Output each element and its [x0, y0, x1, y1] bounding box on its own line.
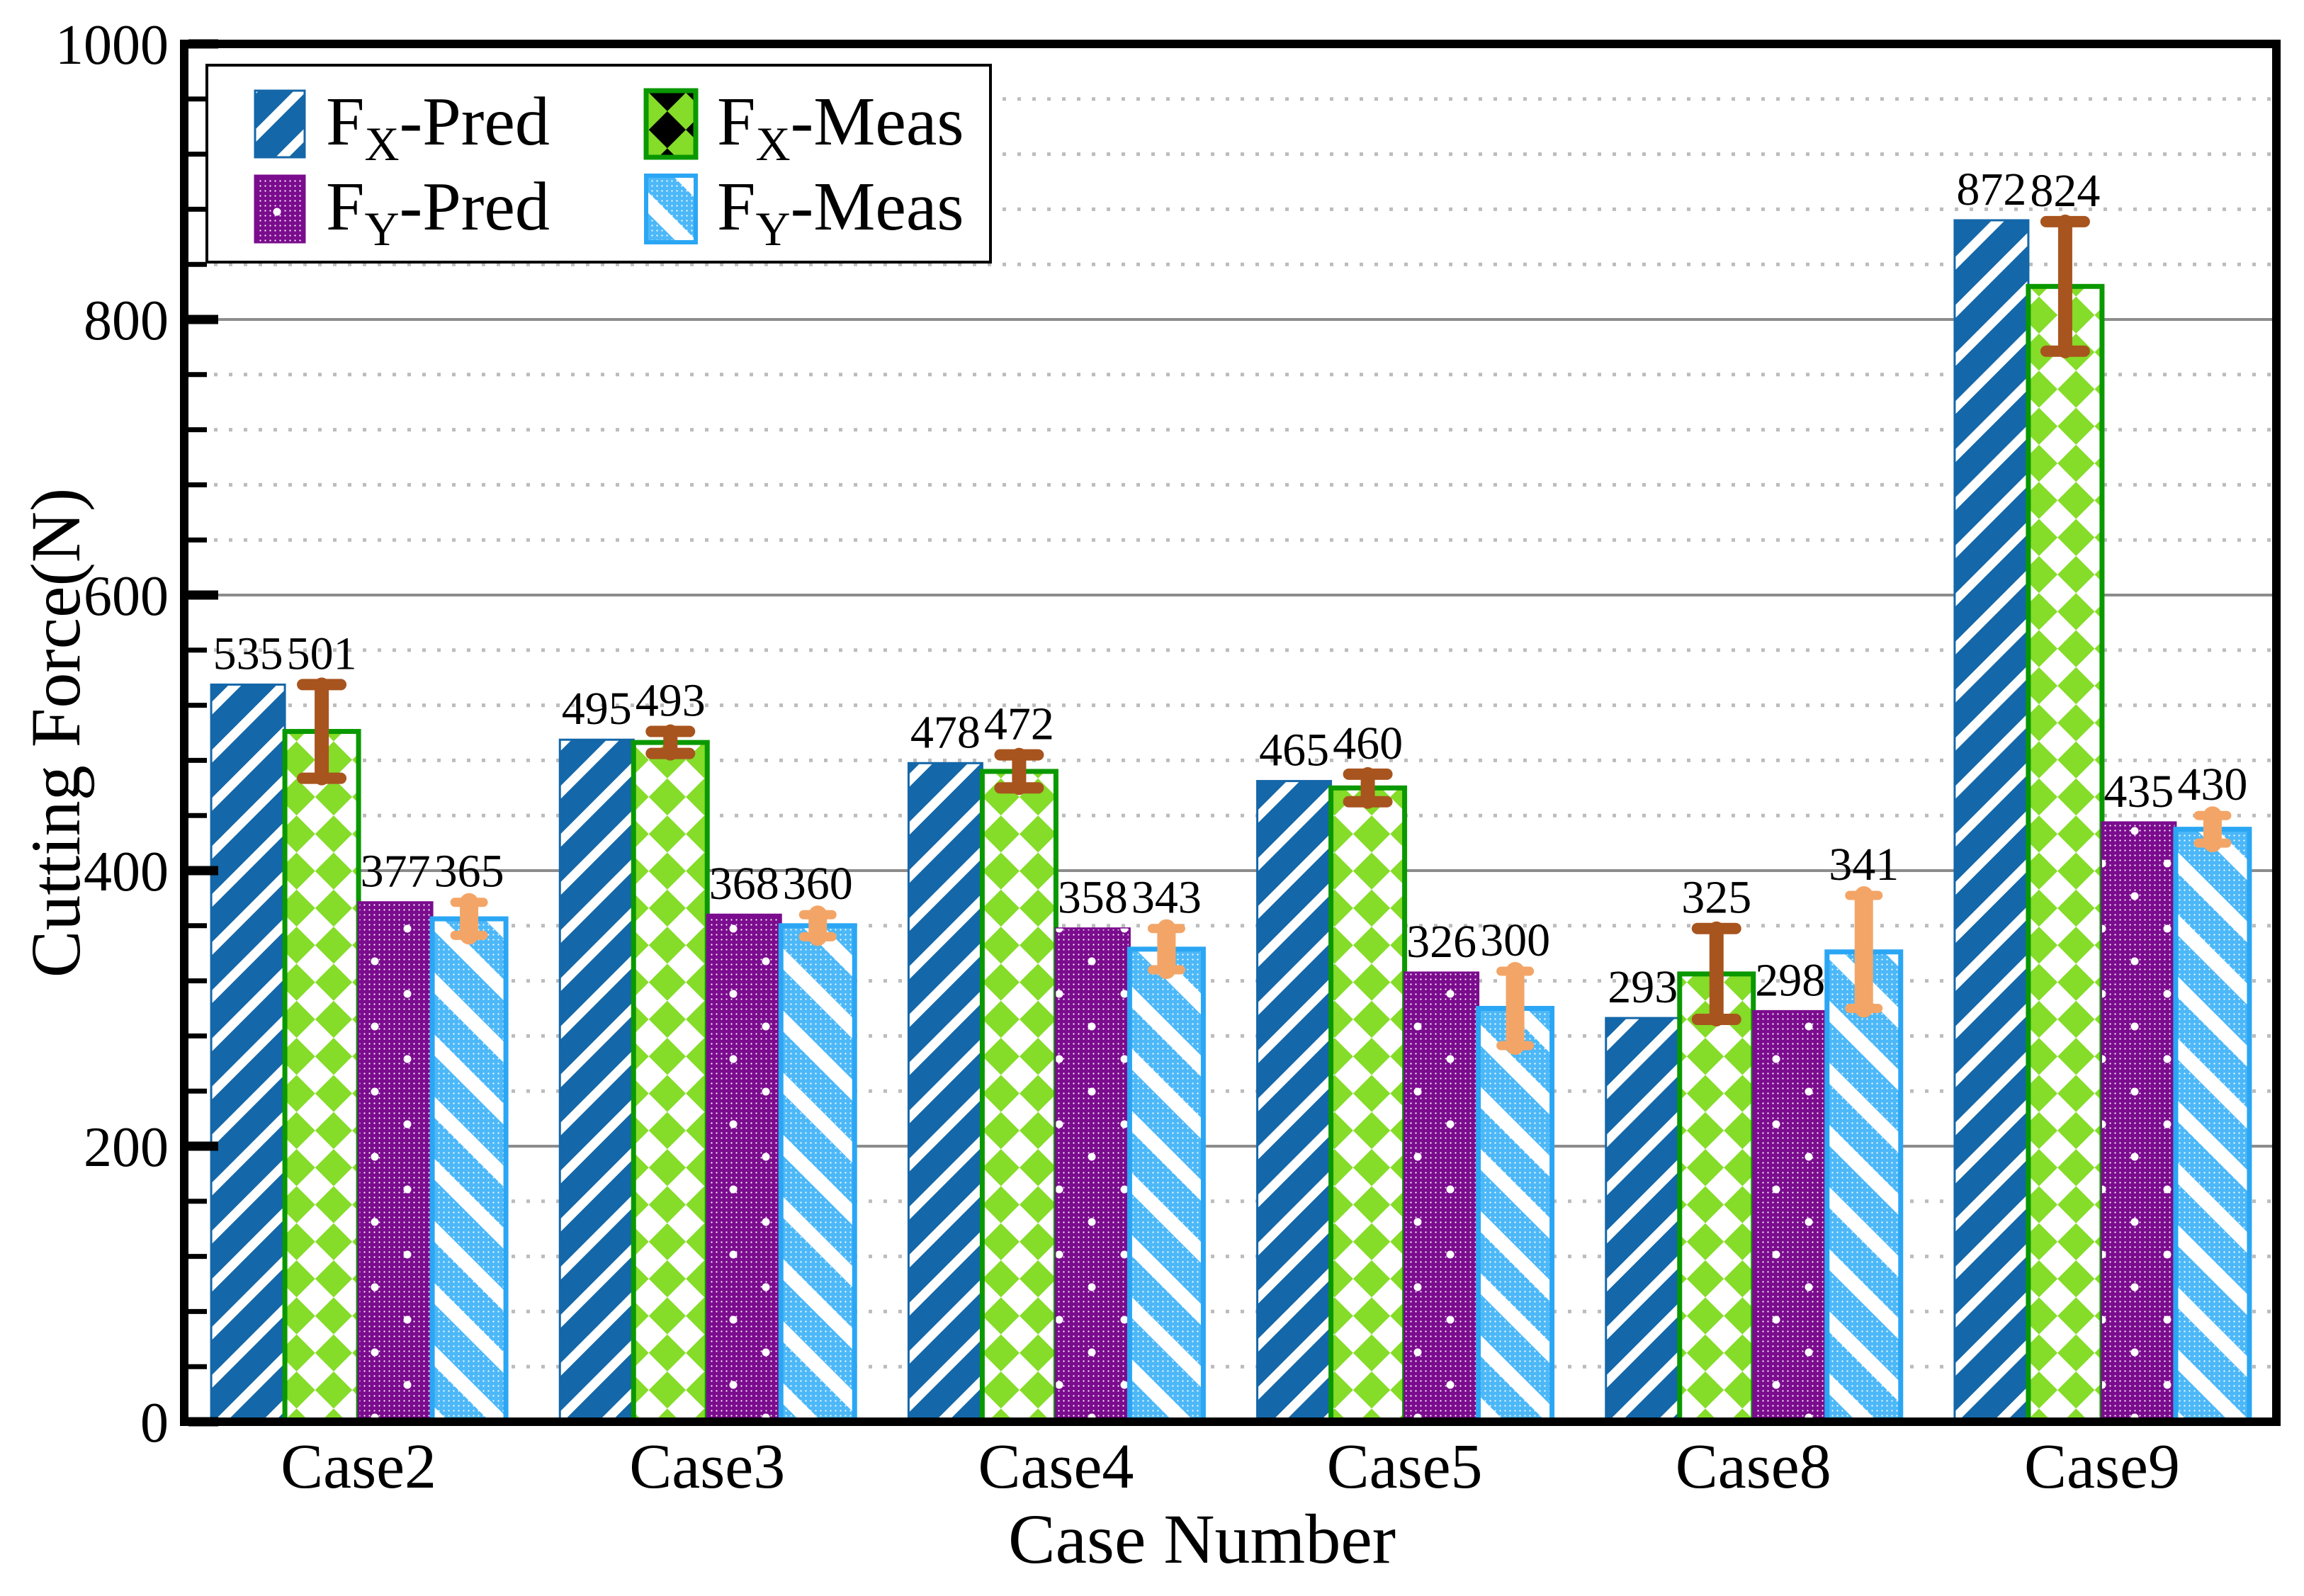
bar-fy-pred-overlay-case8 [1753, 1011, 1827, 1422]
value-label-fx-meas-case2: 501 [287, 628, 357, 679]
value-label-fy-meas-case2: 365 [434, 846, 504, 898]
legend-swatch-fx-pred [254, 89, 306, 159]
bar-fy-pred-overlay-case5 [1404, 972, 1479, 1422]
bar-fy-meas-overlay-case3 [778, 923, 857, 1425]
legend-label-fy-pred: FY-Pred [326, 169, 550, 256]
x-category-label-case3: Case3 [629, 1432, 785, 1502]
value-label-fx-pred-case8: 293 [1608, 961, 1678, 1013]
value-label-fy-meas-case8: 341 [1829, 839, 1899, 890]
bar-fx-meas-case4 [979, 769, 1058, 1425]
bar-fy-pred-overlay-case9 [2101, 822, 2176, 1422]
value-label-fy-pred-case3: 368 [709, 858, 779, 910]
y-tick-label-400: 400 [84, 841, 169, 903]
bar-fx-meas-case2 [282, 729, 361, 1425]
value-label-fx-pred-case4: 478 [910, 706, 981, 758]
bar-fx-pred-case5 [1256, 780, 1333, 1423]
legend-swatch-fx-meas [643, 88, 699, 160]
value-label-fx-pred-case3: 495 [562, 683, 632, 735]
y-tick-label-800: 800 [84, 290, 169, 352]
gridlines [184, 97, 2276, 1369]
plot-spines [180, 40, 2281, 1426]
legend: FX-Pred FX-Meas FY-Pred FY-Meas [205, 64, 992, 264]
value-label-fy-meas-case9: 430 [2177, 759, 2247, 810]
axes [180, 39, 2281, 1427]
value-label-fx-meas-case8: 325 [1681, 872, 1751, 924]
value-label-fx-meas-case3: 493 [636, 675, 706, 727]
bar-fx-pred-case8 [1605, 1017, 1681, 1423]
bar-fy-meas-overlay-case8 [1824, 949, 1904, 1425]
bar-fx-meas-case3 [631, 740, 710, 1425]
value-label-fx-pred-case9: 872 [1956, 164, 2026, 215]
x-category-label-case5: Case5 [1327, 1432, 1483, 1502]
x-category-label-case8: Case8 [1676, 1432, 1831, 1502]
bar-fy-pred-overlay-case2 [358, 902, 433, 1422]
value-label-fx-meas-case4: 472 [984, 698, 1054, 750]
legend-box [205, 64, 992, 264]
bar-fy-meas-overlay-case5 [1476, 1006, 1555, 1425]
bar-series [210, 219, 2252, 1425]
legend-swatch-fy-pred [255, 176, 305, 242]
value-label-fy-meas-case3: 360 [783, 858, 853, 910]
value-label-fx-pred-case2: 535 [213, 628, 283, 679]
y-tick-label-600: 600 [84, 565, 169, 628]
bar-fx-pred-case4 [907, 762, 983, 1423]
bar-fx-pred-case2 [210, 683, 286, 1423]
legend-label-fx-pred: FX-Pred [326, 84, 550, 171]
value-label-fy-pred-case5: 326 [1406, 916, 1476, 968]
value-label-fy-meas-case5: 300 [1480, 915, 1550, 966]
legend-label-fy-meas: FY-Meas [717, 169, 964, 256]
value-label-fy-pred-case2: 377 [361, 846, 431, 898]
value-label-fy-meas-case4: 343 [1131, 872, 1202, 924]
value-label-fy-pred-case9: 435 [2103, 766, 2174, 817]
value-label-fx-meas-case5: 460 [1333, 718, 1403, 769]
value-label-fy-pred-case4: 358 [1058, 872, 1128, 924]
y-tick-label-0: 0 [140, 1392, 169, 1454]
error-bars [297, 214, 2232, 1055]
bar-fy-meas-overlay-case2 [429, 916, 509, 1425]
bar-fy-pred-overlay-case3 [707, 915, 781, 1422]
bar-fx-meas-case5 [1328, 785, 1408, 1425]
bar-fx-meas-case9 [2026, 283, 2105, 1425]
x-axis-title: Case Number [1008, 1500, 1396, 1578]
bar-fy-pred-overlay-case4 [1056, 928, 1130, 1422]
x-category-label-case2: Case2 [281, 1432, 436, 1502]
x-category-label-case9: Case9 [2024, 1432, 2180, 1502]
bar-fy-meas-overlay-case4 [1126, 946, 1206, 1425]
bar-fy-meas-overlay-case9 [2173, 827, 2252, 1425]
bar-fx-pred-case9 [1953, 219, 2030, 1423]
y-tick-label-200: 200 [84, 1116, 169, 1179]
y-tick-label-1000: 1000 [55, 14, 169, 77]
bar-fx-meas-case8 [1677, 971, 1756, 1425]
value-label-fx-meas-case9: 824 [2030, 165, 2100, 217]
bar-fx-pred-case3 [558, 738, 635, 1423]
tick-labels: 0 200 400 600 800 1000 Case2 Case3 Case4 Case5 Cas… [55, 14, 2180, 1502]
x-category-label-case4: Case4 [978, 1432, 1134, 1502]
value-label-fx-pred-case5: 465 [1259, 725, 1329, 776]
legend-swatch-fy-meas [644, 174, 698, 244]
value-label-fy-pred-case8: 298 [1755, 954, 1825, 1006]
y-axis-title: Cutting Force(N) [16, 488, 95, 978]
legend-label-fx-meas: FX-Meas [717, 84, 964, 171]
